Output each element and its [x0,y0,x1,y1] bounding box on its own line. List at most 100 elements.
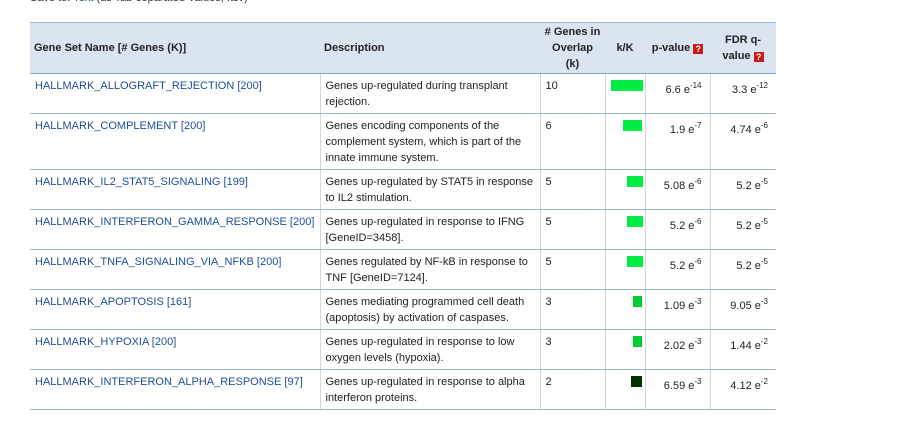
gene-set-link[interactable]: HALLMARK_INTERFERON_GAMMA_RESPONSE [200] [35,216,314,228]
gene-set-name: HALLMARK_ALLOGRAFT_REJECTION [35,80,235,92]
pvalue-cell: 1.09 e-3 [644,289,710,330]
save-link[interactable]: Text [73,0,93,4]
gene-set-cell: HALLMARK_ALLOGRAFT_REJECTION [200] [30,73,320,114]
gene-set-cell: HALLMARK_INTERFERON_ALPHA_RESPONSE [97] [30,369,320,410]
table-body: HALLMARK_ALLOGRAFT_REJECTION [200] Genes … [30,73,776,410]
fdr-exponent: -12 [756,81,768,90]
results-table: Gene Set Name [# Genes (K)] Description … [30,22,776,410]
pvalue-exponent: -3 [694,377,702,386]
pvalue-mantissa: 6.59 e [663,380,695,392]
fdr-cell: 4.74 e-6 [709,113,776,170]
kk-bar [632,296,643,307]
overlap-cell: 3 [539,289,605,330]
kk-cell [604,73,645,114]
fdr-exponent: -2 [760,337,768,346]
gene-set-size: [200] [151,336,177,348]
kk-bar [626,256,643,267]
fdr-exponent: -5 [760,257,768,266]
header-pvalue: p-value? [645,22,710,74]
fdr-exponent: -3 [760,297,768,306]
gene-set-size: [200] [256,256,282,268]
kk-cell [604,209,645,250]
description-cell: Genes encoding components of the complem… [319,113,540,170]
header-name: Gene Set Name [# Genes (K)] [30,22,320,74]
result-row: HALLMARK_ALLOGRAFT_REJECTION [200] Genes … [30,73,776,114]
overlap-cell: 6 [539,113,605,170]
gene-set-link[interactable]: HALLMARK_ALLOGRAFT_REJECTION [200] [35,80,262,92]
description-cell: Genes up-regulated by STAT5 in response … [319,169,540,210]
result-row: HALLMARK_INTERFERON_ALPHA_RESPONSE [97] G… [30,369,776,410]
pvalue-cell: 6.59 e-3 [644,369,710,410]
gene-set-name: HALLMARK_HYPOXIA [35,336,149,348]
result-row: HALLMARK_INTERFERON_GAMMA_RESPONSE [200]… [30,209,776,250]
result-row: HALLMARK_APOPTOSIS [161] Genes mediating … [30,289,776,330]
overlap-cell: 2 [539,369,605,410]
description-cell: Genes up-regulated in response to alpha … [319,369,540,410]
pvalue-exponent: -6 [694,257,702,266]
pvalue-mantissa: 1.09 e [663,300,695,312]
help-icon[interactable]: ? [693,44,704,54]
help-icon[interactable]: ? [753,52,764,62]
kk-cell [604,249,645,290]
gene-set-link[interactable]: HALLMARK_IL2_STAT5_SIGNALING [199] [35,176,248,188]
fdr-mantissa: 9.05 e [730,300,761,312]
header-description: Description [320,22,540,74]
kk-bar [632,336,643,347]
pvalue-exponent: -3 [694,337,702,346]
description-cell: Genes up-regulated in response to IFNG [… [319,209,540,250]
pvalue-mantissa: 5.08 e [663,180,695,192]
fdr-mantissa: 5.2 e [736,220,761,232]
fdr-label: FDR q-value [722,34,762,62]
kk-cell [604,169,645,210]
fdr-cell: 5.2 e-5 [709,209,776,250]
pvalue-mantissa: 6.6 e [665,84,690,96]
gene-set-link[interactable]: HALLMARK_TNFA_SIGNALING_VIA_NFKB [200] [35,256,281,268]
pvalue-exponent: -7 [694,121,702,130]
gene-set-link[interactable]: HALLMARK_COMPLEMENT [200] [35,120,205,132]
gene-set-link[interactable]: HALLMARK_INTERFERON_ALPHA_RESPONSE [97] [35,376,303,388]
gene-set-link[interactable]: HALLMARK_APOPTOSIS [161] [35,296,191,308]
save-label: Save to: [30,0,70,4]
overlap-cell: 10 [539,73,605,114]
kk-bar [626,216,643,227]
fdr-cell: 5.2 e-5 [709,169,776,210]
gene-set-size: [161] [166,296,192,308]
pvalue-exponent: -6 [694,177,702,186]
pvalue-mantissa: 5.2 e [669,220,695,232]
gene-set-cell: HALLMARK_INTERFERON_GAMMA_RESPONSE [200] [30,209,320,250]
result-row: HALLMARK_HYPOXIA [200] Genes up-regulated… [30,329,776,370]
fdr-mantissa: 4.12 e [730,380,761,392]
fdr-exponent: -5 [760,177,768,186]
overlap-cell: 5 [539,169,605,210]
gene-set-name: HALLMARK_IL2_STAT5_SIGNALING [35,176,221,188]
fdr-cell: 4.12 e-2 [709,369,776,410]
fdr-cell: 5.2 e-5 [709,249,776,290]
gene-set-link[interactable]: HALLMARK_HYPOXIA [200] [35,336,176,348]
pvalue-cell: 5.2 e-6 [644,249,710,290]
overlap-cell: 5 [539,249,605,290]
gene-set-name: HALLMARK_APOPTOSIS [35,296,164,308]
gene-set-cell: HALLMARK_HYPOXIA [200] [30,329,320,370]
kk-bar [626,176,643,187]
fdr-mantissa: 3.3 e [731,84,757,96]
pvalue-exponent: -14 [689,81,702,90]
description-cell: Genes up-regulated in response to low ox… [319,329,540,370]
kk-cell [604,369,645,410]
gene-set-cell: HALLMARK_COMPLEMENT [200] [30,113,320,170]
pvalue-exponent: -6 [694,217,702,226]
pvalue-mantissa: 5.2 e [669,260,695,272]
fdr-mantissa: 5.2 e [736,260,761,272]
pvalue-cell: 5.2 e-6 [644,209,710,250]
pvalue-label: p-value [651,42,691,54]
gene-set-size: [200] [180,120,206,132]
fdr-cell: 1.44 e-2 [709,329,776,370]
pvalue-mantissa: 1.9 e [669,124,695,136]
fdr-exponent: -2 [760,377,768,386]
gene-set-name: HALLMARK_INTERFERON_GAMMA_RESPONSE [35,216,287,228]
kk-bar [610,80,643,91]
pvalue-cell: 6.6 e-14 [644,73,710,114]
kk-cell [604,329,645,370]
header-kk: k/K [605,22,645,74]
gene-set-cell: HALLMARK_TNFA_SIGNALING_VIA_NFKB [200] [30,249,320,290]
